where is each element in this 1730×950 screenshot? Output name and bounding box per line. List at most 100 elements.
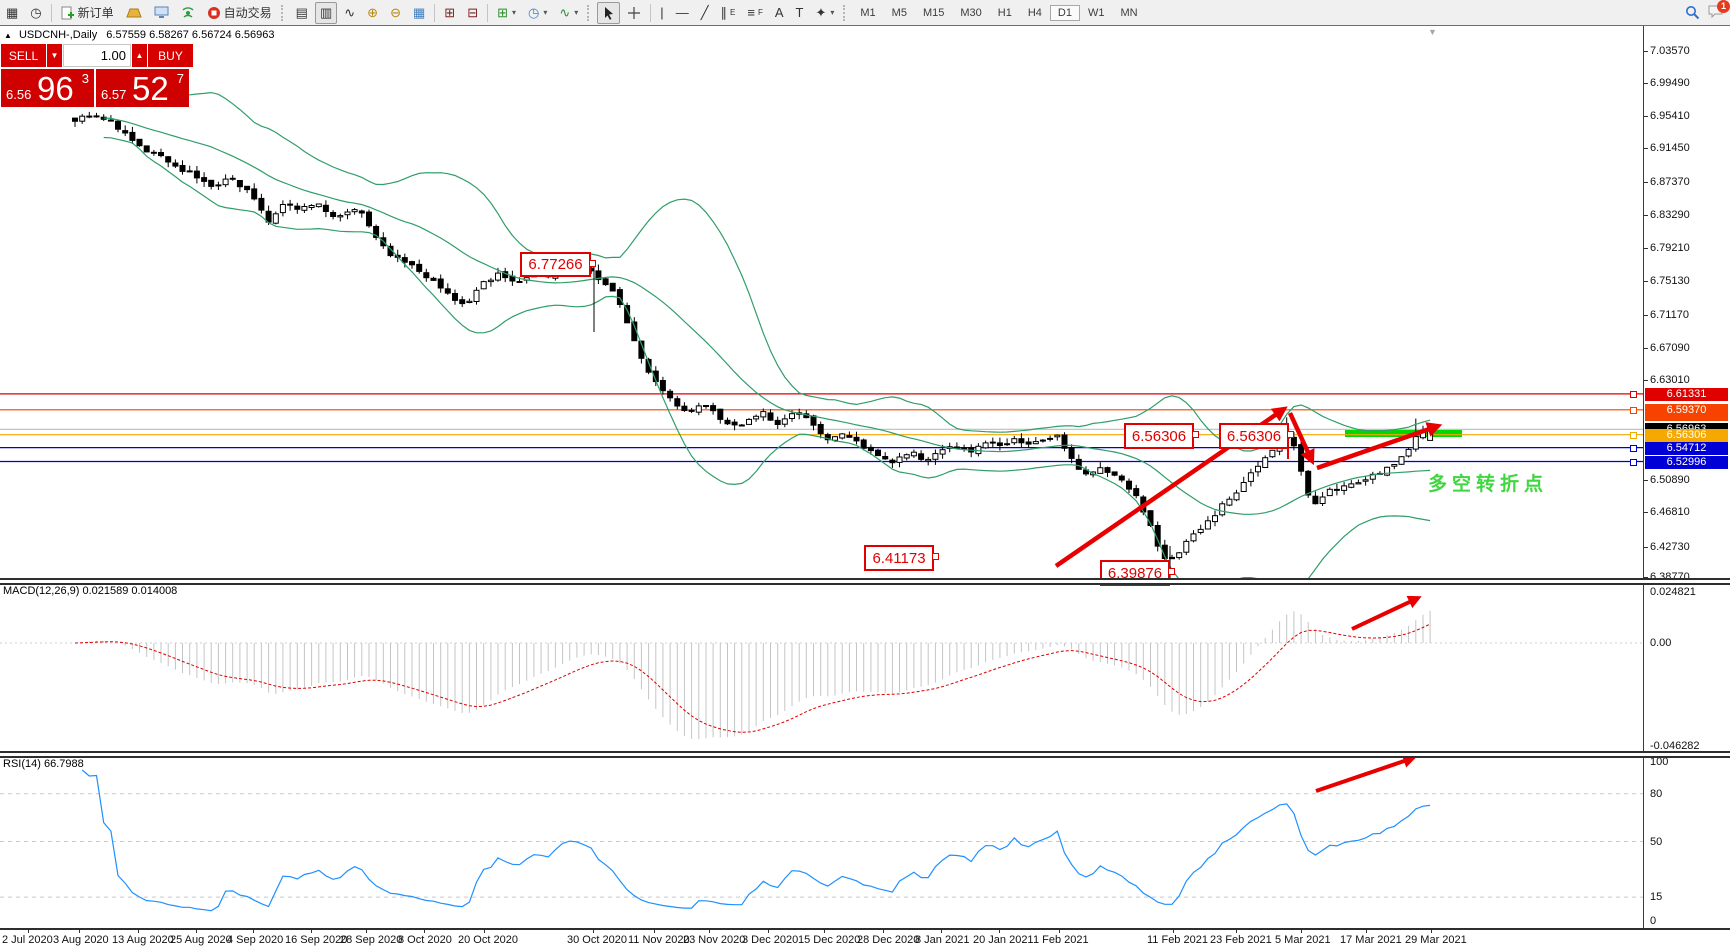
auto-arrange-button[interactable]: ⊞ bbox=[439, 2, 460, 24]
label-tool-button[interactable]: T bbox=[791, 2, 809, 24]
fibonacci-icon: ≡ bbox=[747, 4, 755, 20]
timeframe-m15[interactable]: M15 bbox=[922, 6, 945, 19]
vline-tool-button[interactable]: | bbox=[655, 2, 668, 24]
level-price-tag: 6.56306 bbox=[1645, 428, 1728, 442]
notifications-button[interactable]: 1 bbox=[1708, 0, 1730, 21]
price-annotation-box: 6.77266 bbox=[520, 252, 591, 277]
auto-trading-button[interactable]: 自动交易 bbox=[202, 2, 277, 24]
auto-trading-label: 自动交易 bbox=[223, 6, 272, 20]
timeframe-m5[interactable]: M5 bbox=[891, 6, 907, 19]
date-axis-tick bbox=[366, 929, 367, 933]
date-axis-tick bbox=[1059, 929, 1060, 933]
chevron-down-icon: ▾ bbox=[574, 8, 579, 17]
chart-shift-marker[interactable]: ▼ bbox=[1428, 27, 1437, 37]
timeframe-h1[interactable]: H1 bbox=[997, 6, 1012, 19]
date-axis-tick bbox=[424, 929, 425, 933]
fibonacci-tool-button[interactable]: ≡ F bbox=[742, 2, 767, 24]
price-axis-tick bbox=[1643, 116, 1648, 117]
sell-button[interactable]: SELL bbox=[1, 44, 46, 67]
new-order-button[interactable]: 新订单 bbox=[56, 2, 119, 24]
date-axis-label: 8 Oct 2020 bbox=[398, 934, 452, 946]
add-chart-icon: ⊞ bbox=[497, 4, 508, 20]
date-axis-label: 30 Oct 2020 bbox=[567, 934, 627, 946]
price-axis-tick-label: 6.87370 bbox=[1650, 176, 1690, 188]
candlestick-chart-button[interactable]: ▥ bbox=[314, 1, 338, 24]
volume-decrease-button[interactable]: ▼ bbox=[47, 44, 62, 67]
signal-button[interactable] bbox=[176, 2, 200, 24]
signal-icon bbox=[182, 7, 194, 18]
tile-windows-button[interactable]: ▦ bbox=[408, 2, 430, 24]
charts-toggle-button[interactable]: ▦ bbox=[1, 2, 23, 24]
date-axis-tick bbox=[654, 929, 655, 933]
toolbar-separator bbox=[650, 3, 652, 22]
cursor-button[interactable] bbox=[597, 1, 621, 24]
new-order-icon bbox=[61, 6, 74, 19]
timeframe-w1[interactable]: W1 bbox=[1087, 6, 1105, 19]
volume-increase-button[interactable]: ▲ bbox=[132, 44, 147, 67]
periods-clock-icon: ◷ bbox=[528, 4, 540, 20]
rsi-axis-label: 80 bbox=[1650, 787, 1663, 800]
client-terminal-button[interactable] bbox=[149, 2, 174, 24]
level-line-anchor-square bbox=[1630, 390, 1637, 398]
zoom-in-icon: ⊕ bbox=[367, 4, 379, 20]
collapse-trade-panel-icon[interactable]: ▲ bbox=[4, 31, 12, 40]
price-axis-tick-label: 6.95410 bbox=[1650, 110, 1690, 122]
text-tool-button[interactable]: A bbox=[770, 2, 789, 24]
price-annotation-box: 6.56306 bbox=[1124, 423, 1194, 449]
zoom-out-button[interactable]: ⊖ bbox=[385, 2, 406, 24]
buy-button[interactable]: BUY bbox=[148, 44, 193, 67]
date-axis-tick bbox=[1236, 929, 1237, 933]
zoom-in-button[interactable]: ⊕ bbox=[362, 2, 383, 24]
price-axis-tick-label: 6.50890 bbox=[1650, 474, 1690, 486]
buy-price-button[interactable]: 6.57 52 7 bbox=[96, 69, 189, 107]
bar-chart-icon: ▤ bbox=[295, 4, 308, 20]
cascade-button[interactable]: ⊟ bbox=[462, 2, 483, 24]
trendline-icon: ╱ bbox=[700, 4, 709, 20]
timeframe-mn[interactable]: MN bbox=[1120, 6, 1138, 19]
price-axis-tick bbox=[1643, 248, 1648, 249]
price-axis-tick bbox=[1643, 281, 1648, 282]
rsi-pane-splitter[interactable] bbox=[0, 751, 1730, 758]
vertical-line-icon: | bbox=[660, 4, 664, 20]
date-axis-tick bbox=[593, 929, 594, 933]
timeframe-m30[interactable]: M30 bbox=[960, 6, 982, 19]
shapes-tool-button[interactable]: ✦ ▾ bbox=[810, 2, 839, 24]
auto-arrange-icon: ⊞ bbox=[444, 4, 456, 20]
charts-icon: ▦ bbox=[6, 4, 19, 20]
line-chart-button[interactable]: ∿ bbox=[339, 2, 360, 24]
price-axis-tick bbox=[1643, 577, 1648, 578]
search-icon[interactable] bbox=[1685, 5, 1700, 20]
annotation-anchor-square bbox=[1192, 431, 1199, 438]
channel-tool-button[interactable]: ∥ E bbox=[716, 2, 741, 24]
date-axis-label: 2 Jul 2020 bbox=[2, 934, 53, 946]
timeframe-m1[interactable]: M1 bbox=[860, 6, 876, 19]
date-axis-tick bbox=[1301, 929, 1302, 933]
date-axis-label: 29 Mar 2021 bbox=[1405, 934, 1467, 946]
timeframe-d1[interactable]: D1 bbox=[1049, 4, 1080, 21]
trendline-tool-button[interactable]: ╱ bbox=[696, 2, 714, 24]
templates-button[interactable]: ∿ ▾ bbox=[554, 2, 583, 24]
timeframe-h4[interactable]: H4 bbox=[1027, 6, 1042, 19]
level-price-tag: 6.61331 bbox=[1645, 387, 1728, 401]
price-axis-tick bbox=[1643, 512, 1648, 513]
crosshair-button[interactable] bbox=[622, 2, 646, 24]
date-axis-label: 20 Oct 2020 bbox=[458, 934, 518, 946]
date-axis-tick bbox=[709, 929, 710, 933]
one-click-trade-panel: SELL ▼ ▲ BUY 6.56 96 3 6.57 52 7 bbox=[1, 44, 193, 107]
price-axis-tick-label: 6.63010 bbox=[1650, 374, 1690, 386]
history-center-button[interactable]: ◷ bbox=[25, 2, 46, 24]
gold-button[interactable] bbox=[121, 2, 147, 24]
shapes-icon: ✦ bbox=[815, 4, 827, 20]
toolbar-separator bbox=[434, 3, 436, 22]
hidden-level-tag: 6.58930 bbox=[1645, 416, 1728, 421]
volume-input[interactable] bbox=[63, 44, 131, 67]
sell-price-button[interactable]: 6.56 96 3 bbox=[1, 69, 94, 107]
macd-pane-splitter[interactable] bbox=[0, 578, 1730, 585]
bar-chart-button[interactable]: ▤ bbox=[291, 2, 313, 24]
add-chart-button[interactable]: ⊞ ▾ bbox=[492, 2, 521, 24]
hline-tool-button[interactable]: — bbox=[671, 2, 694, 24]
price-annotation-box: 6.41173 bbox=[864, 545, 934, 571]
periods-button[interactable]: ◷ ▾ bbox=[523, 2, 552, 24]
client-terminal-icon bbox=[154, 6, 169, 18]
